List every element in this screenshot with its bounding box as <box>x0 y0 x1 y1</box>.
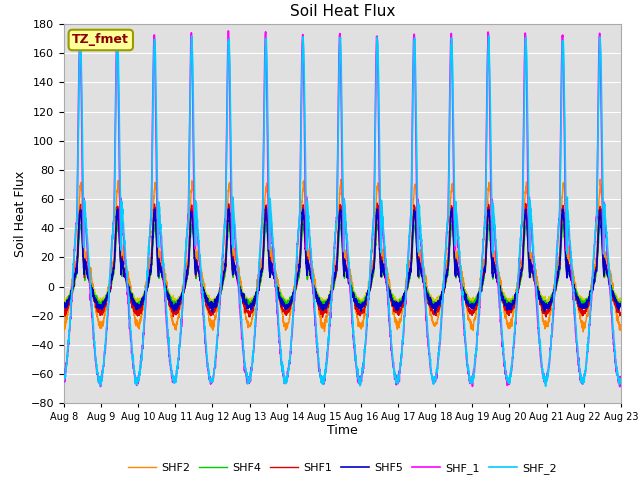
SHF5 <box>262 204 269 210</box>
SHF_1 <box>617 378 625 384</box>
SHF2 <box>274 280 282 286</box>
Line: SHF2: SHF2 <box>64 179 621 332</box>
Text: TZ_fmet: TZ_fmet <box>72 34 129 47</box>
SHF1 <box>547 303 554 309</box>
SHF_1 <box>546 353 554 359</box>
Title: Soil Heat Flux: Soil Heat Flux <box>290 4 395 19</box>
SHF2 <box>579 329 587 335</box>
Line: SHF3: SHF3 <box>64 213 621 305</box>
SHF5 <box>606 285 614 291</box>
SHF2 <box>157 249 164 254</box>
SHF1 <box>124 283 131 288</box>
SHF_2 <box>542 384 550 389</box>
SHF1 <box>60 307 68 312</box>
SHF_2 <box>157 222 164 228</box>
SHF_1 <box>274 314 282 320</box>
SHF_1 <box>124 289 131 295</box>
SHF_1 <box>225 28 232 34</box>
SHF2 <box>596 176 604 182</box>
SHF_2 <box>124 283 132 288</box>
Line: SHF_2: SHF_2 <box>64 35 621 386</box>
SHF5 <box>617 303 625 309</box>
SHF2 <box>617 323 625 329</box>
Line: SHF1: SHF1 <box>64 203 621 317</box>
SHF2 <box>298 206 305 212</box>
SHF5 <box>274 285 282 290</box>
SHF3 <box>617 299 625 304</box>
SHF4 <box>298 232 306 238</box>
Line: SHF4: SHF4 <box>64 221 621 308</box>
SHF_1 <box>616 384 623 390</box>
Line: SHF5: SHF5 <box>64 207 621 313</box>
SHF4 <box>274 285 282 291</box>
SHF4 <box>60 301 68 307</box>
SHF1 <box>157 261 164 267</box>
SHF1 <box>617 312 625 318</box>
SHF3 <box>606 280 614 286</box>
SHF5 <box>298 222 306 228</box>
SHF2 <box>124 269 131 275</box>
SHF2 <box>546 310 554 315</box>
SHF3 <box>547 299 554 304</box>
SHF3 <box>298 229 306 235</box>
SHF_2 <box>547 352 554 358</box>
SHF5 <box>124 282 131 288</box>
SHF_2 <box>298 74 306 80</box>
SHF1 <box>606 282 614 288</box>
SHF3 <box>60 296 68 301</box>
SHF3 <box>246 302 254 308</box>
SHF3 <box>124 278 131 284</box>
SHF5 <box>157 264 164 270</box>
SHF4 <box>547 299 554 304</box>
Line: SHF_1: SHF_1 <box>64 31 621 387</box>
SHF_2 <box>606 280 614 286</box>
SHF4 <box>157 268 164 274</box>
SHF1 <box>319 314 326 320</box>
SHF3 <box>300 210 307 216</box>
SHF4 <box>617 304 625 310</box>
SHF_1 <box>298 55 306 60</box>
SHF_2 <box>77 32 84 38</box>
SHF1 <box>274 289 282 295</box>
SHF3 <box>157 263 164 269</box>
SHF4 <box>124 280 132 286</box>
X-axis label: Time: Time <box>327 424 358 437</box>
SHF2 <box>60 324 68 330</box>
SHF5 <box>431 310 439 316</box>
Legend: SHF2, SHF3, SHF4, SHF1, SHF5, SHF_1, SHF_2: SHF2, SHF3, SHF4, SHF1, SHF5, SHF_1, SHF… <box>124 458 561 480</box>
SHF1 <box>298 223 305 228</box>
SHF3 <box>274 286 282 291</box>
SHF_1 <box>606 288 614 294</box>
Y-axis label: Soil Heat Flux: Soil Heat Flux <box>13 170 27 257</box>
SHF5 <box>547 302 554 308</box>
SHF_1 <box>157 230 164 236</box>
SHF4 <box>284 305 291 311</box>
SHF4 <box>114 218 122 224</box>
SHF4 <box>606 280 614 286</box>
SHF2 <box>606 274 614 279</box>
SHF_2 <box>274 306 282 312</box>
SHF_2 <box>60 373 68 379</box>
SHF_2 <box>617 376 625 382</box>
SHF_1 <box>60 377 68 383</box>
SHF1 <box>374 200 381 206</box>
SHF5 <box>60 303 68 309</box>
